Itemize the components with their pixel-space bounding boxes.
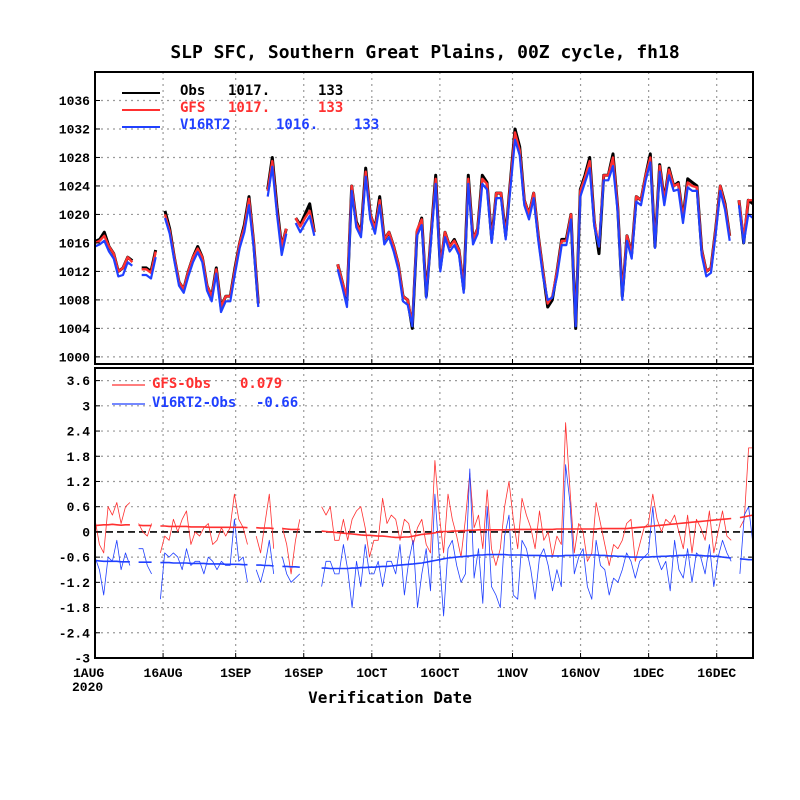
upper-panel-frame xyxy=(94,71,754,365)
lower-panel-frame xyxy=(94,367,754,659)
x-tick-label: 1AUG xyxy=(73,666,104,681)
y-tick-label: 1.2 xyxy=(67,475,91,490)
x-tick-label: 16AUG xyxy=(144,666,183,681)
legend-mean-v16rt2: 1016. xyxy=(276,117,318,133)
series-line-v16rt2 xyxy=(94,138,754,328)
y-tick-label: 1.8 xyxy=(67,450,91,465)
y-tick-label: -3 xyxy=(74,652,90,667)
x-tick-label: 1DEC xyxy=(633,666,664,681)
y-tick-label: -1.8 xyxy=(59,601,90,616)
upper-panel-y-ticks: 1000 1004 1008 1012 1016 1020 1024 1028 1032 1036 xyxy=(59,94,753,365)
y-tick-label: 1032 xyxy=(59,122,90,137)
y-tick-label: 1020 xyxy=(59,208,90,223)
legend-label-v16rt2-obs: V16RT2-Obs xyxy=(152,395,236,411)
series-line-gfs-obs xyxy=(94,422,753,575)
legend-count-gfs: 133 xyxy=(318,100,343,116)
lower-panel-y-ticks: -3 -2.4 -1.8 -1.2 -0.6 0 0.6 1.2 1.8 2.4 3 3.6 xyxy=(59,374,753,667)
series-line-v16rt2-obs xyxy=(94,464,754,617)
chart-title: SLP SFC, Southern Great Plains, 00Z cycl… xyxy=(170,42,679,63)
x-axis-label: Verification Date xyxy=(308,688,472,707)
series-line-gfs-obs-running-mean xyxy=(94,514,754,539)
y-tick-label: -2.4 xyxy=(59,626,90,641)
legend-mean-obs: 1017. xyxy=(228,83,270,99)
x-tick-label: 16SEP xyxy=(284,666,323,681)
x-tick-label: 1SEP xyxy=(220,666,251,681)
legend-label-gfs-obs: GFS-Obs xyxy=(152,376,211,392)
x-tick-label: 1OCT xyxy=(356,666,387,681)
y-tick-label: 1016 xyxy=(59,236,90,251)
y-tick-label: 1028 xyxy=(59,151,90,166)
upper-panel-series xyxy=(94,127,754,330)
y-tick-label: -1.2 xyxy=(59,576,90,591)
y-tick-label: 1012 xyxy=(59,265,90,280)
x-tick-label: 16NOV xyxy=(561,666,600,681)
y-tick-label: 1036 xyxy=(59,94,90,109)
y-tick-label: 3 xyxy=(82,399,90,414)
x-year-label: 2020 xyxy=(72,680,103,695)
x-tick-label: 1NOV xyxy=(497,666,528,681)
y-tick-label: 1024 xyxy=(59,179,90,194)
y-tick-label: 1008 xyxy=(59,293,90,308)
legend-mean-gfs-obs: 0.079 xyxy=(240,376,282,392)
lower-panel-grid xyxy=(94,368,753,659)
y-tick-label: 1000 xyxy=(59,350,90,365)
y-tick-label: -0.6 xyxy=(59,551,90,566)
legend-mean-v16rt2-obs: -0.66 xyxy=(256,395,298,411)
y-tick-label: 0.6 xyxy=(67,500,91,515)
y-tick-label: 0 xyxy=(82,525,90,540)
legend-label-gfs: GFS xyxy=(180,100,205,116)
x-tick-label: 16DEC xyxy=(697,666,736,681)
legend-count-v16rt2: 133 xyxy=(354,117,379,133)
legend-label-obs: Obs xyxy=(180,83,205,99)
legend-count-obs: 133 xyxy=(318,83,343,99)
upper-legend: Obs 1017. 133 GFS 1017. 133 V16RT2 1016.… xyxy=(122,83,379,133)
lower-panel-series xyxy=(94,422,754,617)
y-tick-label: 1004 xyxy=(59,322,90,337)
series-line-v16rt2-obs-running-mean xyxy=(94,553,753,570)
y-tick-label: 3.6 xyxy=(67,374,91,389)
legend-mean-gfs: 1017. xyxy=(228,100,270,116)
x-tick-label: 16OCT xyxy=(420,666,459,681)
x-axis-ticks: 1AUG 16AUG 1SEP 16SEP 1OCT 16OCT 1NOV 16NOV 1DEC… xyxy=(73,359,736,681)
lower-legend: GFS-Obs 0.079 V16RT2-Obs -0.66 xyxy=(112,376,298,411)
y-tick-label: 2.4 xyxy=(67,425,91,440)
legend-label-v16rt2: V16RT2 xyxy=(180,117,231,133)
